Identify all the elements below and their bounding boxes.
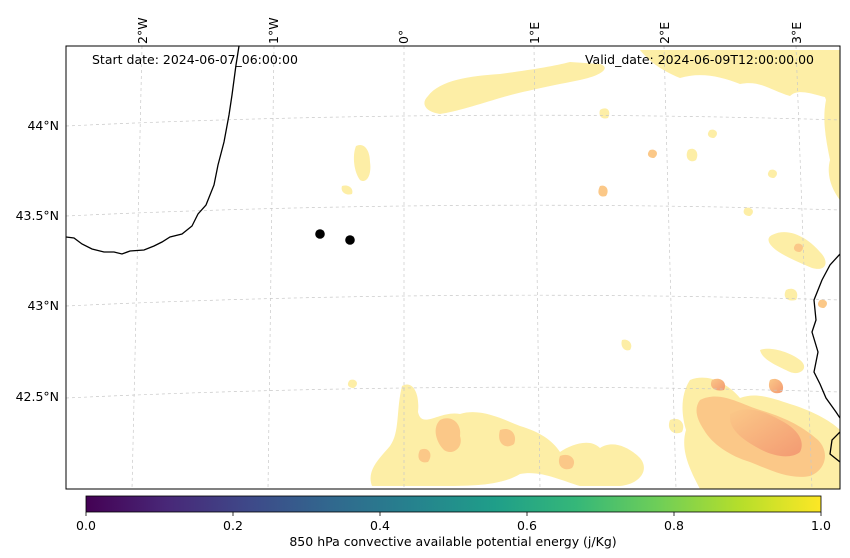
meridian-2w bbox=[131, 46, 143, 489]
colorbar-tick-3: 0.6 bbox=[517, 518, 537, 533]
coastline bbox=[66, 46, 840, 463]
atlantic-coast bbox=[66, 46, 240, 255]
lat-tick-43n: 43°N bbox=[27, 298, 59, 313]
colorbar-ticks bbox=[85, 512, 822, 516]
colorbar-tick-4: 0.8 bbox=[664, 518, 684, 533]
lon-tick-3e: 3°E bbox=[789, 22, 804, 44]
point-2 bbox=[345, 235, 355, 245]
lon-tick-2e: 2°E bbox=[657, 22, 672, 44]
lon-tick-0: 0° bbox=[396, 30, 411, 44]
meridian-1w bbox=[267, 46, 275, 489]
parallel-43-5n bbox=[66, 204, 840, 217]
latitude-ticks: 44°N 43.5°N 43°N 42.5°N bbox=[16, 118, 59, 404]
start-date-label: Start date: 2024-06-07_06:00:00 bbox=[92, 52, 298, 67]
colorbar-tick-1: 0.2 bbox=[223, 518, 243, 533]
parallel-44n bbox=[66, 114, 840, 127]
colorbar-bar bbox=[85, 495, 822, 513]
mediterranean-coast bbox=[811, 253, 840, 419]
cape-field bbox=[341, 50, 840, 489]
colorbar-tick-0: 0.0 bbox=[76, 518, 96, 533]
map-frame bbox=[65, 45, 841, 490]
parallel-43n bbox=[66, 294, 840, 307]
colorbar-tick-2: 0.4 bbox=[370, 518, 390, 533]
colorbar-label: 850 hPa convective available potential e… bbox=[289, 534, 616, 549]
colorbar-tick-5: 1.0 bbox=[811, 518, 831, 533]
mediterranean-coast-south bbox=[829, 431, 840, 463]
lon-tick-1w: 1°W bbox=[266, 17, 281, 44]
longitude-ticks: 2°W 1°W 0° 1°E 2°E 3°E bbox=[135, 17, 804, 44]
valid-date-label: Valid_date: 2024-06-09T12:00:00.00 bbox=[585, 52, 814, 67]
meridian-1e bbox=[533, 46, 541, 489]
lat-tick-43-5n: 43.5°N bbox=[16, 208, 59, 223]
meridian-2e bbox=[663, 46, 677, 489]
point-1 bbox=[315, 229, 325, 239]
lon-tick-2w: 2°W bbox=[135, 17, 150, 44]
lon-tick-1e: 1°E bbox=[527, 22, 542, 44]
graticule bbox=[66, 46, 840, 489]
lat-tick-44n: 44°N bbox=[27, 118, 59, 133]
lat-tick-42-5n: 42.5°N bbox=[16, 389, 59, 404]
parallel-42-5n bbox=[66, 386, 840, 399]
colorbar: 0.0 0.2 0.4 0.6 0.8 1.0 850 hPa convecti… bbox=[76, 495, 831, 549]
meridian-3e bbox=[795, 46, 813, 489]
cape-field-strong bbox=[710, 378, 802, 457]
